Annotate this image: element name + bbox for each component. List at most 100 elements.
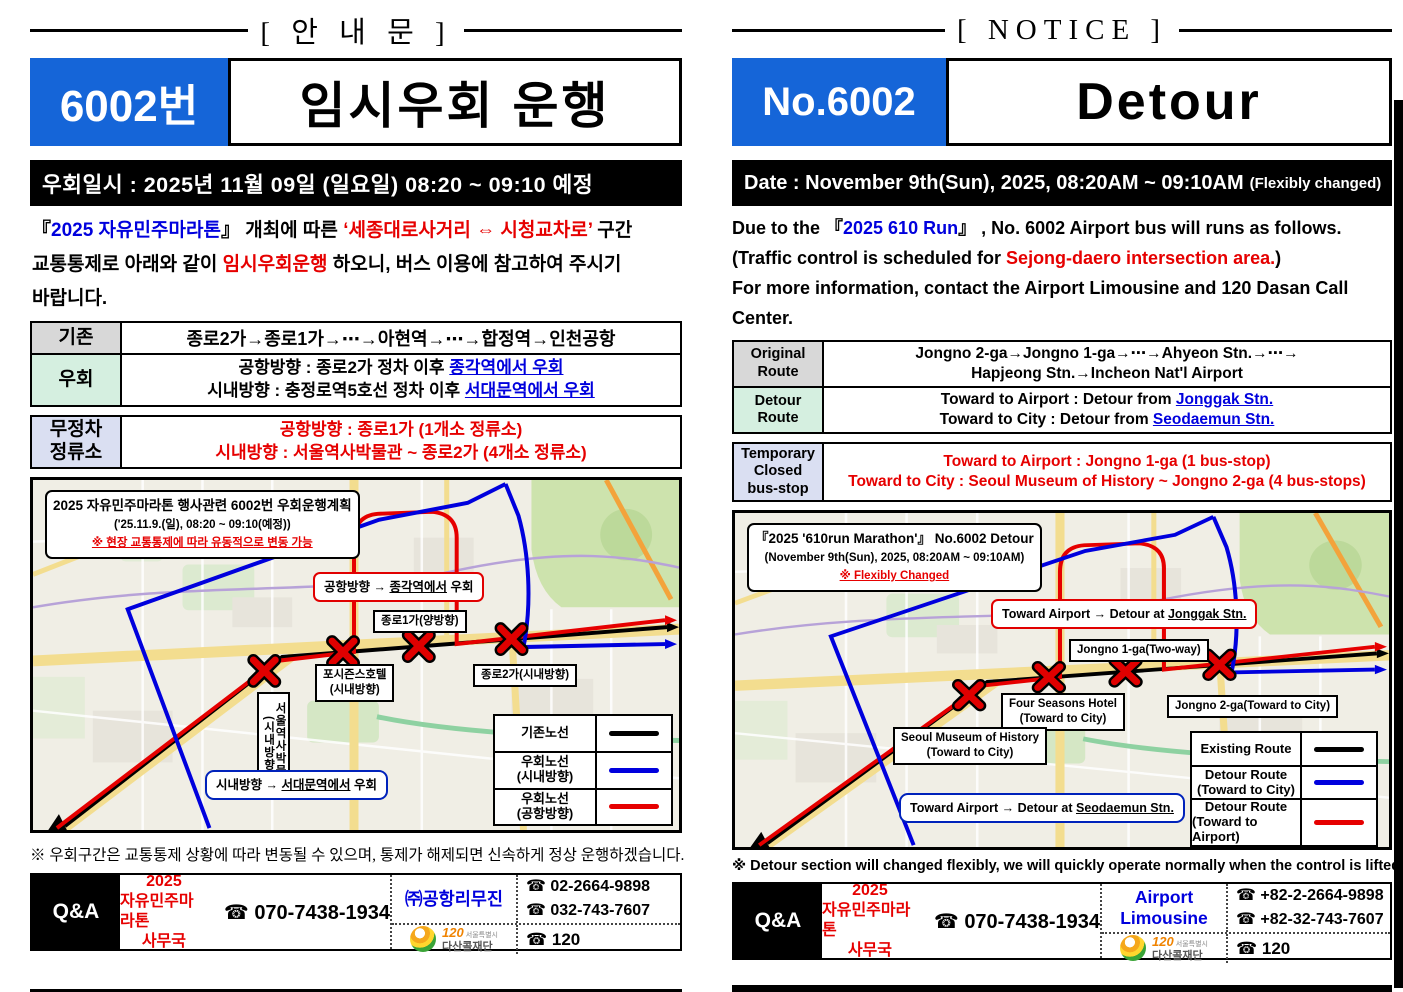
legend-row: 기존노선 [495, 716, 671, 751]
dasan-phone-number: ☎ 120 [1236, 938, 1291, 958]
page-title: [ 안 내 문 ] [260, 17, 452, 49]
city-detour-callout: Toward Airport → Detour at Seodaemun Stn… [899, 793, 1185, 824]
notice-page-korean: [ 안 내 문 ] 6002번 임시우회 운행 우회일시 : 2025년 11월… [30, 8, 684, 992]
legend-line: Detour Route [1204, 766, 1288, 782]
dasan-row: 120 서울특별시 다산콜재단 ☎ 120 [392, 923, 680, 954]
organizer-name: 2025 자유민주마라톤 사무국 [120, 872, 208, 952]
closed-airport-line: Toward to Airport : Jongno 1-ga (1 bus-s… [943, 453, 1271, 470]
bus-number-badge: No.6002 [732, 58, 946, 146]
limousine-name: ㈜공항리무진 [392, 875, 518, 924]
organizer-line: 사무국 [141, 933, 186, 951]
detour-airport-line: 공항방향 : 종로2가 정차 이후 종각역에서 우회 [126, 357, 676, 380]
title-row: 6002번 임시우회 운행 [30, 58, 682, 146]
table-row: Temporary Closed bus-stop Toward to Airp… [732, 442, 1392, 503]
divider-line [30, 28, 249, 32]
legend-line: (시내방향) [516, 769, 574, 785]
intro-text: 구간 교통통제로 아래와 같이 [32, 220, 633, 275]
intro-text: For more information, contact the Airpor… [732, 277, 1349, 328]
legend-line: Existing Route [1200, 740, 1292, 756]
legend-sample [597, 716, 671, 751]
limousine-row: ㈜공항리무진 ☎ 02-2664-9898 ☎ 032-743-7607 [392, 875, 680, 924]
legend-sample [1302, 800, 1376, 845]
dasan-name: 다산콜재단 [442, 940, 493, 953]
legend-row: Detour Route (Toward to Airport) [1192, 798, 1376, 846]
label-line: Four Seasons Hotel [1009, 698, 1117, 711]
original-route-value: Jongno 2-ga→Jongno 1-ga→⋯→Ahyeon Stn.→⋯→… [822, 339, 1392, 388]
intro-line: Due to the 『2025 610 Run』 , No. 6002 Air… [732, 214, 1392, 244]
intro-text: ) [1275, 247, 1282, 268]
legend-line: (공항방향) [516, 805, 574, 821]
label-line: 서울역사박물관 [274, 702, 286, 790]
route-table: 기존 종로2가→종로1가→⋯→아현역→⋯→합정역→인천공항 우회 공항방향 : … [30, 321, 682, 408]
organizer-line: 2025 [146, 873, 182, 891]
closed-stops-value: 공항방향 : 종로1가 (1개소 정류소) 시내방향 : 서울역사박물관 ~ 종… [120, 415, 682, 470]
header-line: Route [757, 409, 799, 426]
detour-airport-station: Jonggak Stn. [1175, 390, 1274, 408]
route-line: Jongno 2-ga→Jongno 1-ga→⋯→Ahyeon Stn.→⋯→ [915, 344, 1299, 362]
existing-route-value: 종로2가→종로1가→⋯→아현역→⋯→합정역→인천공항 [120, 321, 682, 356]
organizer-name: 2025 자유민주마라톤 사무국 [822, 881, 918, 961]
callout-station: 종각역에서 [389, 580, 447, 595]
detour-route-header: Detour Route [732, 385, 824, 435]
notice-title: 임시우회 운행 [228, 58, 682, 146]
callout-station: Jonggak Stn. [1167, 607, 1247, 622]
dasan-120: 120 [442, 925, 464, 941]
contact-footer: Q&A 2025 자유민주마라톤 사무국 ☎ 070-7438-1934 Air… [732, 881, 1392, 963]
limousine-phone: ☎ +82-2-2664-9898 [1236, 887, 1384, 905]
detour-airport-line: Toward to Airport : Detour from Jonggak … [828, 390, 1386, 410]
original-route-header: Original Route [732, 339, 824, 388]
legend-line: 우회노선 [521, 790, 569, 806]
legend-row: Existing Route [1192, 733, 1376, 765]
label-line: (Toward to City) [1019, 713, 1107, 726]
dasan-logo-text: 120 서울특별시 다산콜재단 [1152, 934, 1208, 962]
bracket-header: [ 안 내 문 ] [30, 8, 683, 52]
qa-label: Q&A [32, 875, 120, 950]
intro-text: 『 [32, 220, 52, 241]
city-detour-swatch [1314, 780, 1364, 786]
date-main: Date : November 9th(Sun), 2025, 08:20AM … [744, 171, 1244, 194]
airport-detour-swatch [1314, 820, 1364, 826]
contact-cell: Airport Limousine ☎ +82-2-2664-9898 ☎ +8… [1102, 884, 1390, 963]
route-line: Hapjeong Stn.→Incheon Nat'l Airport [971, 364, 1243, 382]
existing-route-swatch [609, 731, 659, 737]
closed-airport-line: 공항방향 : 종로1가 (1개소 정류소) [279, 420, 523, 440]
callout-station: 서대문역에서 [281, 778, 351, 793]
legend-sample [597, 753, 671, 788]
intro-text: 』 개최에 따른 [220, 220, 344, 241]
limousine-phones: ☎ 02-2664-9898 ☎ 032-743-7607 [518, 875, 680, 923]
organizer-line: 사무국 [847, 942, 892, 960]
detour-city-station: 서대문역에서 우회 [464, 381, 595, 401]
detour-map: 2025 자유민주마라톤 행사관련 6002번 우회운행계획 ('25.11.9… [30, 477, 682, 834]
limousine-name-line: ㈜공항리무진 [405, 888, 503, 909]
detour-route-value: Toward to Airport : Detour from Jonggak … [822, 385, 1392, 435]
callout-text: Toward Airport → Detour at [1002, 607, 1168, 622]
footer-note: ※ Detour section will changed flexibly, … [732, 858, 1403, 875]
limousine-name-line: Limousine [1120, 908, 1208, 929]
legend-label: 우회노선 (시내방향) [495, 752, 597, 788]
detour-date-bar: 우회일시 : 2025년 11월 09일 (일요일) 08:20 ~ 09:10… [30, 160, 682, 206]
detour-route-value: 공항방향 : 종로2가 정차 이후 종각역에서 우회 시내방향 : 충정로역5호… [120, 353, 682, 408]
detour-city-line: Toward to City : Detour from Seodaemun S… [828, 410, 1386, 430]
dasan-call-logo-icon [1120, 935, 1147, 962]
existing-route-swatch [1314, 746, 1364, 752]
dasan-cell: 120 서울특별시 다산콜재단 [392, 925, 518, 954]
dasan-logo-text: 120 서울특별시 다산콜재단 [442, 925, 498, 953]
limousine-phone: ☎ 032-743-7607 [526, 902, 651, 920]
legend-label: Detour Route (Toward to Airport) [1192, 799, 1302, 846]
legend-line: 기존노선 [521, 725, 569, 741]
callout-text: Toward Airport → Detour at [910, 801, 1076, 816]
dasan-seoul: 서울특별시 [1175, 941, 1208, 949]
map-title: 『2025 '610run Marathon'』 No.6002 Detour [755, 531, 1034, 547]
dasan-phone: ☎ 120 [1228, 934, 1390, 962]
detour-city-pre: Toward to City : Detour from [939, 410, 1153, 428]
event-name: 2025 610 Run [843, 218, 959, 238]
jongno1-label: 종로1가(양방향) [373, 610, 467, 634]
divider-line [732, 28, 945, 32]
title-row: No.6002 Detour [732, 58, 1392, 146]
contact-footer: Q&A 2025 자유민주마라톤 사무국 ☎ 070-7438-1934 ㈜공항… [30, 872, 682, 954]
closed-stops-header: Temporary Closed bus-stop [732, 442, 824, 503]
organizer-cell: 2025 자유민주마라톤 사무국 ☎ 070-7438-1934 [822, 881, 1102, 961]
detour-route-header: 우회 [30, 353, 122, 408]
airport-detour-callout: Toward Airport → Detour at Jonggak Stn. [991, 599, 1258, 630]
legend-sample [1302, 733, 1376, 765]
